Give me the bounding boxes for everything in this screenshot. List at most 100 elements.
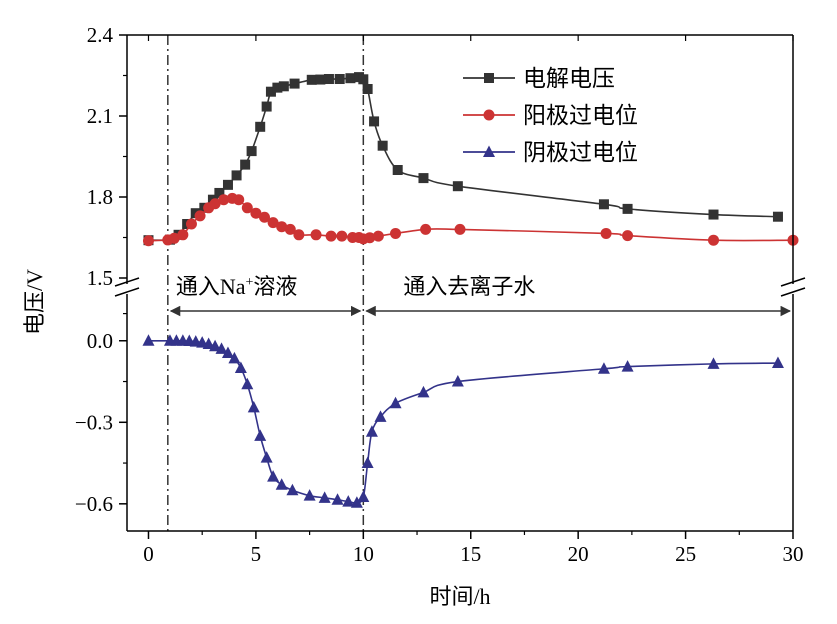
x-tick-label: 30 xyxy=(783,542,804,566)
annotation-label: 通入去离子水 xyxy=(403,274,535,299)
data-point xyxy=(362,84,373,94)
data-point xyxy=(240,159,251,170)
data-point xyxy=(261,101,272,112)
data-point xyxy=(185,218,197,230)
data-point xyxy=(325,230,337,242)
x-tick-label: 10 xyxy=(353,542,374,566)
data-point xyxy=(708,234,720,246)
x-tick-label: 5 xyxy=(251,542,262,566)
data-point xyxy=(247,400,260,413)
data-point xyxy=(336,230,348,242)
data-point xyxy=(231,170,242,181)
data-point xyxy=(622,203,633,214)
data-point xyxy=(303,489,316,501)
data-point xyxy=(276,221,288,233)
y-tick-label: 2.4 xyxy=(87,23,114,47)
data-point xyxy=(267,470,280,482)
data-point xyxy=(255,121,266,132)
axis-break-mark xyxy=(780,287,806,297)
data-point xyxy=(451,375,464,387)
y-tick-label: 1.8 xyxy=(87,185,113,209)
data-point xyxy=(260,451,273,463)
data-point xyxy=(286,483,299,496)
y-axis-label: 电压/V xyxy=(22,269,47,335)
data-point xyxy=(246,146,257,157)
data-point xyxy=(452,181,463,192)
data-point xyxy=(209,339,222,352)
data-point xyxy=(361,456,374,469)
data-point xyxy=(454,223,466,235)
data-point xyxy=(350,496,363,508)
legend-marker xyxy=(483,145,495,157)
data-point xyxy=(345,73,356,84)
data-point xyxy=(142,334,155,346)
data-point xyxy=(392,165,403,175)
data-point xyxy=(369,116,380,127)
data-point xyxy=(168,232,180,244)
data-point xyxy=(241,377,254,390)
data-point xyxy=(142,235,154,247)
data-point xyxy=(218,194,230,206)
data-point xyxy=(250,207,262,219)
data-point xyxy=(254,429,267,441)
data-point xyxy=(258,211,270,223)
x-tick-label: 25 xyxy=(675,542,696,566)
data-point xyxy=(342,495,355,507)
series-3 xyxy=(142,334,784,508)
data-point xyxy=(315,74,326,85)
legend-item: 阳极过电位 xyxy=(463,103,638,128)
data-point xyxy=(222,179,233,190)
data-point xyxy=(267,217,279,229)
data-point xyxy=(377,140,388,151)
series-2 xyxy=(142,192,799,247)
data-point xyxy=(202,337,215,350)
data-point xyxy=(417,385,430,398)
data-point xyxy=(293,229,305,241)
legend-label: 阴极过电位 xyxy=(523,140,638,165)
data-point xyxy=(215,342,228,354)
data-point xyxy=(228,351,241,364)
data-point xyxy=(420,223,432,235)
axis-break-mark xyxy=(114,277,140,287)
data-point xyxy=(275,478,288,490)
data-point xyxy=(241,202,253,214)
x-tick-label: 20 xyxy=(568,542,589,566)
data-point xyxy=(357,490,370,503)
y-tick-label: 0.0 xyxy=(87,329,113,353)
data-point xyxy=(233,194,245,206)
y-tick-label: −0.3 xyxy=(75,410,113,434)
data-point xyxy=(374,410,387,422)
data-point xyxy=(358,74,369,85)
plot-area: 通入Na+溶液 通入去离子水 xyxy=(142,35,799,531)
axes: 0 5 10 15 20 25 30 1.5 1.8 2.1 2.4 0.0 −0.3 −0.6 xyxy=(75,23,806,566)
data-point xyxy=(389,396,402,409)
x-tick-label: 0 xyxy=(143,542,154,566)
data-point xyxy=(318,491,331,503)
data-point xyxy=(418,173,429,184)
data-point xyxy=(209,198,221,210)
legend-marker xyxy=(483,109,495,121)
data-point xyxy=(310,229,322,241)
data-point xyxy=(771,356,784,369)
data-point xyxy=(622,230,634,242)
data-point xyxy=(234,361,247,373)
data-point xyxy=(214,187,225,198)
x-tick-label: 15 xyxy=(460,542,481,566)
axis-break-mark xyxy=(780,277,806,287)
series-line xyxy=(148,339,778,504)
data-point xyxy=(621,360,634,372)
data-point xyxy=(289,78,300,89)
legend-marker xyxy=(484,73,494,83)
data-point xyxy=(390,227,402,239)
data-point xyxy=(306,74,317,85)
y-tick-label: 2.1 xyxy=(87,104,113,128)
data-point xyxy=(177,229,189,241)
data-point xyxy=(772,211,783,222)
data-point xyxy=(331,493,344,505)
data-point xyxy=(221,346,234,358)
data-point xyxy=(708,209,719,220)
series-line xyxy=(148,76,778,242)
series-1 xyxy=(143,72,783,246)
